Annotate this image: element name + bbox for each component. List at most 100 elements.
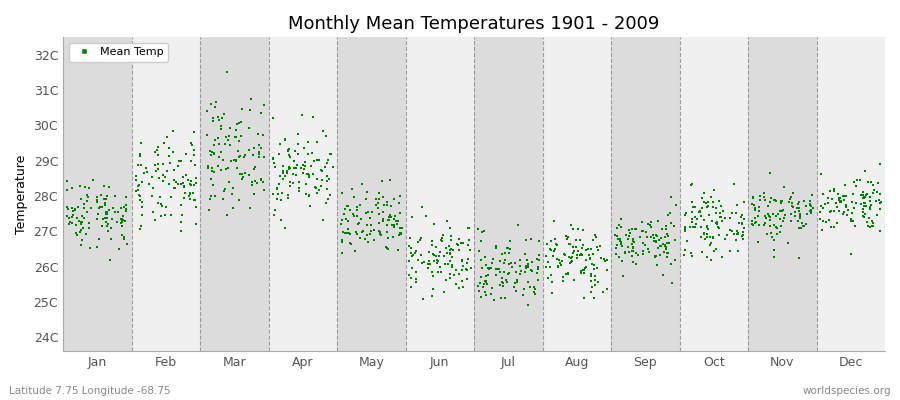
Point <box>590 279 605 285</box>
Point <box>219 166 233 172</box>
Point <box>554 258 569 264</box>
Point <box>856 195 870 201</box>
Point <box>133 197 148 203</box>
Point <box>216 157 230 164</box>
Point <box>146 209 160 215</box>
Point <box>303 203 318 209</box>
Point <box>813 216 827 222</box>
Point <box>442 243 456 249</box>
Point <box>249 180 264 187</box>
Point <box>866 223 880 230</box>
Point <box>335 189 349 196</box>
Point <box>748 215 762 221</box>
Point <box>274 141 288 148</box>
Point <box>381 217 395 223</box>
Point <box>232 197 247 203</box>
Point <box>711 224 725 230</box>
Point <box>735 220 750 226</box>
Point <box>373 231 387 238</box>
Point <box>381 245 395 252</box>
Point <box>189 179 203 186</box>
Point <box>715 254 729 260</box>
Point <box>613 236 627 243</box>
Point <box>403 245 418 252</box>
Point <box>714 203 728 209</box>
Point <box>369 202 383 208</box>
Point <box>590 246 605 253</box>
Point <box>228 157 242 164</box>
Point <box>786 204 800 210</box>
Point <box>59 186 74 193</box>
Point <box>584 246 598 252</box>
Point <box>663 194 678 200</box>
Point <box>474 238 489 244</box>
Point <box>863 206 878 212</box>
Point <box>823 209 837 215</box>
Point <box>483 291 498 297</box>
Point <box>281 192 295 199</box>
Point <box>525 268 539 274</box>
Point <box>775 198 789 204</box>
Point <box>176 183 191 190</box>
Point <box>460 260 474 266</box>
Point <box>678 224 692 230</box>
Point <box>824 208 838 214</box>
Point <box>647 238 662 244</box>
Point <box>391 247 405 254</box>
Point <box>62 219 77 225</box>
Point <box>139 164 153 171</box>
Point <box>528 286 543 293</box>
Point <box>764 194 778 201</box>
Point <box>382 214 397 221</box>
Point <box>767 196 781 203</box>
Point <box>251 151 266 157</box>
Point <box>305 150 320 156</box>
Point <box>611 222 625 229</box>
Point <box>574 251 589 258</box>
Point <box>374 232 388 239</box>
Point <box>349 229 364 236</box>
Point <box>271 150 285 157</box>
Point <box>518 251 532 258</box>
Point <box>610 233 625 239</box>
Point <box>102 207 116 213</box>
Point <box>402 242 417 249</box>
Point <box>559 236 573 242</box>
Point <box>531 277 545 284</box>
Point <box>709 205 724 212</box>
Point <box>472 288 486 294</box>
Point <box>613 238 627 244</box>
Point <box>608 245 623 251</box>
Point <box>359 196 374 202</box>
Point <box>422 258 436 264</box>
Point <box>858 199 872 206</box>
Point <box>521 278 535 285</box>
Point <box>183 190 197 196</box>
Point <box>321 176 336 182</box>
Point <box>442 246 456 253</box>
Point <box>746 194 760 200</box>
Point <box>792 255 806 262</box>
Point <box>472 280 487 286</box>
Point <box>550 242 564 248</box>
Point <box>437 261 452 267</box>
Point <box>455 240 470 246</box>
Point <box>540 259 554 265</box>
Point <box>760 203 775 209</box>
Point <box>660 254 674 260</box>
Point <box>709 220 724 226</box>
Point <box>425 238 439 244</box>
Point <box>474 229 489 236</box>
Point <box>864 223 878 229</box>
Point <box>763 230 778 236</box>
Point <box>753 197 768 203</box>
Point <box>521 262 535 268</box>
Point <box>160 167 175 174</box>
Point <box>440 250 454 256</box>
Point <box>176 174 190 180</box>
Point <box>343 241 357 247</box>
Point <box>73 183 87 189</box>
Point <box>584 271 598 277</box>
Point <box>737 198 751 205</box>
Point <box>723 214 737 221</box>
